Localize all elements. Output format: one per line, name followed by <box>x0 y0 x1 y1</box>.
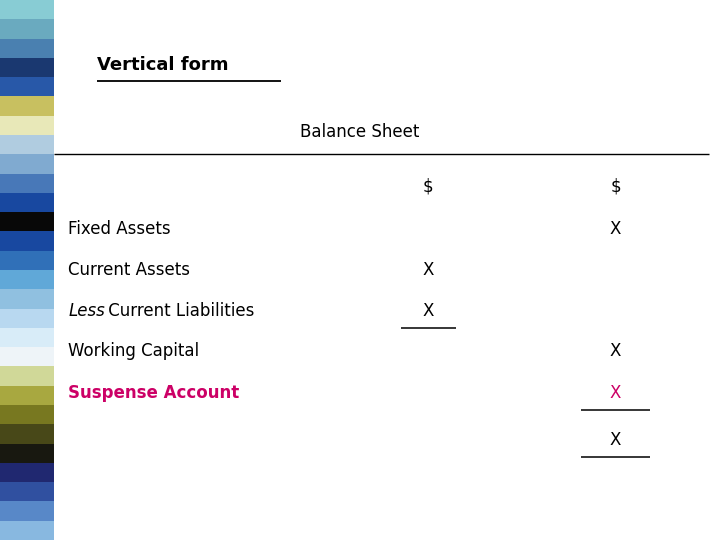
Bar <box>0 308 54 328</box>
Text: $: $ <box>611 177 621 195</box>
Bar <box>0 38 54 58</box>
Text: Less: Less <box>68 301 105 320</box>
Bar <box>0 19 54 38</box>
Text: X: X <box>610 220 621 239</box>
Text: $: $ <box>423 177 433 195</box>
Text: Current Assets: Current Assets <box>68 261 190 279</box>
Text: Suspense Account: Suspense Account <box>68 384 240 402</box>
Bar <box>0 482 54 502</box>
Bar <box>0 135 54 154</box>
Text: X: X <box>423 261 434 279</box>
Text: Balance Sheet: Balance Sheet <box>300 123 420 141</box>
Bar <box>0 212 54 232</box>
Bar <box>0 270 54 289</box>
Bar <box>0 289 54 308</box>
Bar <box>0 347 54 367</box>
Bar <box>0 97 54 116</box>
Bar <box>0 502 54 521</box>
Text: X: X <box>423 301 434 320</box>
Text: Fixed Assets: Fixed Assets <box>68 220 171 239</box>
Bar <box>0 463 54 482</box>
Text: X: X <box>610 342 621 360</box>
Bar <box>0 173 54 193</box>
Bar <box>0 232 54 251</box>
Text: Working Capital: Working Capital <box>68 342 199 360</box>
Bar <box>0 251 54 270</box>
Text: Current Liabilities: Current Liabilities <box>103 301 254 320</box>
Bar <box>0 0 54 19</box>
Bar <box>0 58 54 77</box>
Text: X: X <box>610 431 621 449</box>
Text: X: X <box>610 384 621 402</box>
Bar <box>0 193 54 212</box>
Text: Vertical form: Vertical form <box>97 56 229 74</box>
Bar <box>0 154 54 173</box>
Bar <box>0 116 54 135</box>
Bar <box>0 77 54 97</box>
Bar <box>0 386 54 405</box>
Bar <box>0 405 54 424</box>
Bar <box>0 328 54 347</box>
Bar <box>0 443 54 463</box>
Bar <box>0 424 54 443</box>
Bar <box>0 521 54 540</box>
Bar <box>0 367 54 386</box>
